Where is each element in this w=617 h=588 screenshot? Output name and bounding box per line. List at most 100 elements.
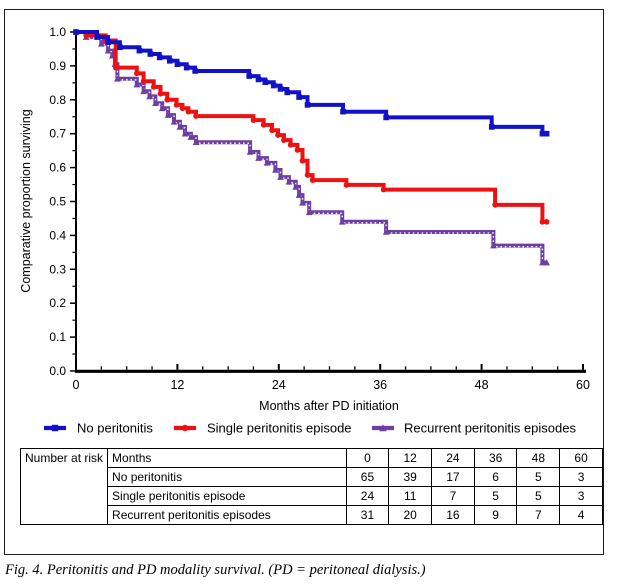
risk-table-month-value: 24 — [431, 448, 475, 468]
step-marker-circle — [309, 177, 316, 183]
step-marker-circle — [269, 127, 275, 134]
step-marker-square — [117, 44, 123, 51]
step-marker-square — [262, 79, 269, 85]
risk-value: 39 — [388, 467, 433, 487]
step-marker-circle — [281, 137, 287, 143]
step-marker-triangle — [140, 88, 147, 95]
step-marker-triangle — [152, 99, 159, 106]
risk-value: 5 — [473, 486, 518, 506]
step-marker-triangle — [299, 199, 306, 206]
y-tick-label: 1.0 — [49, 25, 66, 39]
risk-value: 20 — [388, 505, 433, 525]
risk-table-corner-label: Number at risk — [19, 448, 109, 525]
y-axis-title: Comparative proportion surviving — [19, 109, 33, 292]
step-marker-circle — [134, 70, 140, 77]
step-marker-square — [147, 51, 154, 57]
x-tick-label: 24 — [272, 378, 286, 392]
step-marker-triangle — [114, 75, 121, 82]
step-marker-square — [246, 73, 253, 79]
step-marker-circle — [343, 182, 350, 188]
legend-item-single-peritonitis-episode: Single peritonitis episode — [174, 421, 352, 436]
series-no-peritonitis — [73, 29, 550, 137]
step-marker-square — [340, 108, 346, 115]
risk-table-row: Number at risk Months 0 12 24 36 48 60 — [19, 448, 603, 525]
step-marker-square — [539, 130, 546, 137]
y-tick-label: 0.6 — [49, 161, 66, 175]
step-marker-triangle — [272, 166, 279, 173]
y-tick-label: 0.1 — [49, 330, 66, 344]
step-marker-circle — [294, 147, 301, 153]
step-marker-square — [105, 39, 111, 45]
step-marker-square — [94, 34, 100, 40]
risk-value: 11 — [388, 486, 433, 506]
risk-value: 31 — [345, 505, 390, 525]
risk-table-month-value: 48 — [516, 448, 561, 468]
y-tick-label: 0.9 — [49, 59, 66, 73]
risk-table-months-label: Months — [107, 448, 347, 468]
step-marker-triangle — [263, 159, 271, 166]
risk-value: 6 — [473, 467, 518, 487]
step-marker-circle — [164, 97, 171, 103]
step-marker-triangle — [255, 154, 262, 161]
legend-item-no-peritonitis: No peritonitis — [44, 421, 153, 436]
dash-overlay-line — [76, 32, 547, 265]
step-marker-circle — [140, 78, 147, 84]
legend-label: Single peritonitis episode — [207, 421, 352, 436]
risk-value: 7 — [431, 486, 475, 506]
risk-value: 3 — [559, 467, 603, 487]
risk-table: Number at risk Months 0 12 24 36 48 60 No perito… — [19, 448, 603, 525]
step-marker-triangle — [338, 218, 346, 225]
y-tick-label: 0.3 — [49, 262, 66, 276]
step-marker-square — [51, 424, 59, 432]
step-marker-square — [136, 47, 143, 54]
figure-border-box: 0.0 0.1 0.2 0.3 0.4 0.5 0.6 0.7 0.8 0.9 1.0 0 12 24 36… — [4, 9, 604, 555]
step-marker-square — [304, 102, 311, 108]
step-marker-circle — [543, 219, 550, 225]
step-marker-triangle — [146, 93, 153, 100]
step-marker-square — [192, 68, 198, 74]
step-marker-square — [383, 114, 389, 121]
risk-value: 17 — [431, 467, 475, 487]
y-tick-label: 0.4 — [49, 228, 66, 242]
step-marker-circle — [181, 424, 189, 432]
step-marker-triangle — [133, 81, 141, 88]
risk-row-label: Single peritonitis episode — [107, 486, 347, 506]
step-marker-square — [174, 61, 181, 68]
y-tick-label: 0.2 — [49, 296, 66, 310]
risk-value: 9 — [473, 505, 518, 525]
step-marker-circle — [299, 158, 306, 164]
x-axis-title: Months after PD initiation — [259, 399, 399, 413]
step-marker-square — [284, 89, 291, 96]
risk-value: 3 — [559, 486, 603, 506]
x-tick-label: 48 — [475, 378, 489, 392]
step-marker-triangle — [305, 209, 313, 216]
step-marker-circle — [380, 186, 387, 193]
step-marker-triangle — [104, 47, 112, 54]
step-marker-triangle — [382, 228, 390, 235]
step-marker-square — [166, 58, 173, 64]
risk-value: 5 — [516, 467, 561, 487]
step-marker-triangle — [176, 123, 184, 130]
x-tick-label: 36 — [373, 378, 387, 392]
y-tick-label: 0.8 — [49, 93, 66, 107]
risk-table-row: Single peritonitis episode 24 11 7 5 5 3 — [21, 486, 603, 506]
step-marker-triangle — [292, 183, 299, 190]
step-marker-triangle — [379, 424, 387, 432]
risk-table-month-value: 0 — [345, 448, 390, 468]
legend-item-recurrent-peritonitis-episodes: Recurrent peritonitis episodes — [372, 421, 576, 436]
y-tick-label: 0.7 — [49, 127, 66, 141]
survival-step-line — [76, 30, 547, 224]
step-marker-square — [183, 64, 190, 71]
legend: No peritonitis Single peritonitis episode… — [44, 421, 576, 436]
figure-caption: Fig. 4. Peritonitis and PD modality surv… — [5, 562, 426, 578]
step-marker-triangle — [98, 40, 105, 47]
step-marker-triangle — [158, 104, 166, 112]
y-tick-label: 0.0 — [49, 364, 66, 378]
legend-label: Recurrent peritonitis episodes — [404, 421, 576, 436]
step-marker-square — [270, 82, 277, 89]
axes: 0.0 0.1 0.2 0.3 0.4 0.5 0.6 0.7 0.8 0.9 1.0 0 12 24 36… — [19, 25, 590, 413]
step-marker-triangle — [187, 133, 195, 140]
step-marker-triangle — [192, 138, 200, 145]
step-marker-triangle — [164, 111, 172, 118]
